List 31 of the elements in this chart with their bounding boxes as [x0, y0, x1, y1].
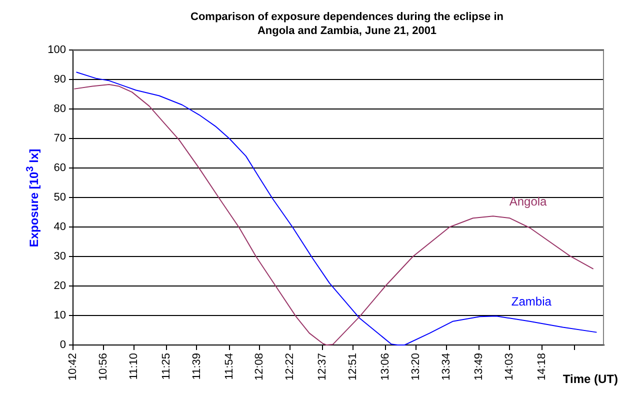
x-tick-label: 13:49 [472, 353, 485, 381]
y-tick-label: 100 [48, 44, 66, 56]
y-tick-label: 30 [54, 250, 66, 263]
x-tick-label: 11:10 [128, 353, 140, 380]
x-tick-label: 12:08 [254, 353, 266, 381]
x-tick-label: 12:51 [347, 353, 360, 381]
series-label: Zambia [511, 294, 552, 308]
y-tick-label: 20 [54, 280, 66, 292]
x-tick-label: 14:18 [536, 353, 548, 381]
y-tick-label: 0 [60, 339, 66, 352]
x-tick-label: 13:20 [410, 353, 422, 381]
y-tick-label: 40 [54, 221, 66, 234]
x-tick-label: 11:39 [190, 353, 203, 380]
x-tick-label: 13:34 [440, 353, 452, 381]
series-label: Angola [509, 194, 548, 208]
y-tick-label: 50 [54, 192, 66, 204]
x-tick-label: 10:56 [97, 353, 110, 381]
y-tick-label: 90 [54, 74, 66, 86]
x-tick-label: 10:42 [67, 353, 80, 381]
x-tick-label: 11:54 [223, 353, 236, 380]
x-tick-label: 12:37 [316, 353, 329, 381]
y-tick-label: 80 [54, 103, 66, 116]
x-tick-label: 12:22 [284, 353, 296, 381]
y-tick-label: 60 [54, 162, 66, 174]
x-tick-label: 13:06 [380, 353, 392, 381]
x-tick-label: 14:03 [503, 353, 516, 381]
x-tick-label: 11:25 [160, 353, 172, 380]
y-tick-label: 10 [54, 310, 66, 322]
chart-title: Comparison of exposure dependences during the eclipse in Angola and Zambia, June 21, 2001 [190, 10, 504, 38]
x-axis-title: Time (UT) [562, 372, 618, 386]
y-tick-label: 70 [54, 132, 66, 145]
